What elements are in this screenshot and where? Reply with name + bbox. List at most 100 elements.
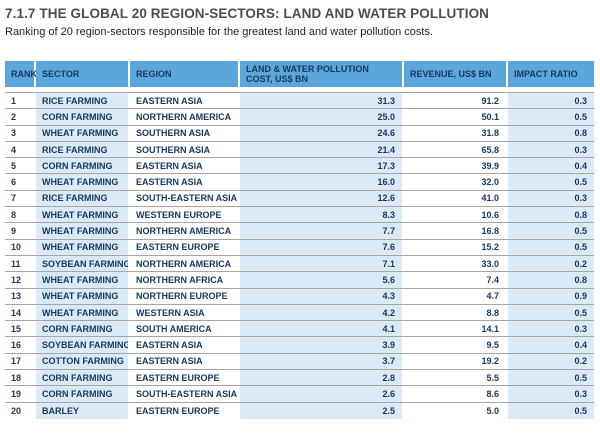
table-row: 8 WHEAT FARMING WESTERN EUROPE 8.3 10.6 0.8 (5, 207, 594, 224)
cell-revenue: 15.2 (481, 242, 499, 253)
cell-region: NORTHERN AMERICA (136, 111, 232, 122)
cell-revenue: 8.8 (486, 307, 499, 318)
cell-sector: WHEAT FARMING (36, 125, 128, 141)
cell-sector: BARLEY (36, 402, 128, 419)
cell-region: EASTERN ASIA (136, 177, 203, 188)
cell-cost: 2.5 (240, 402, 402, 419)
cell-region: SOUTH-EASTERN ASIA (136, 388, 238, 399)
cell-rank: 19 (11, 388, 22, 399)
cell-cost: 16.0 (240, 174, 402, 190)
cell-cost: 17.3 (240, 158, 402, 174)
cell-sector: WHEAT FARMING (36, 223, 128, 239)
cell-rank: 4 (11, 144, 17, 155)
table-row: 20 BARLEY EASTERN EUROPE 2.5 5.0 0.5 (5, 402, 594, 419)
cell-ratio: 0.5 (508, 370, 594, 386)
cell-revenue: 5.0 (486, 405, 499, 416)
table-row: 7 RICE FARMING SOUTH-EASTERN ASIA 12.6 41.0 0… (5, 190, 594, 208)
cell-region: EASTERN EUROPE (136, 405, 220, 416)
cell-revenue: 5.5 (486, 372, 499, 383)
cell-rank: 13 (11, 291, 22, 302)
cell-rank: 16 (11, 340, 22, 351)
cell-revenue: 32.0 (481, 177, 499, 188)
table-row: 15 CORN FARMING SOUTH AMERICA 4.1 14.1 0.3 (5, 321, 594, 338)
table-body: 1 RICE FARMING EASTERN ASIA 31.3 91.2 0.3 2 COR… (5, 92, 594, 419)
cell-region: NORTHERN AMERICA (136, 258, 232, 269)
cell-revenue: 8.6 (486, 388, 499, 399)
cell-cost: 25.0 (240, 109, 402, 125)
cell-cost: 7.6 (240, 239, 402, 255)
cell-rank: 9 (11, 226, 17, 237)
cell-sector: SOYBEAN FARMING (36, 255, 128, 272)
cell-sector: RICE FARMING (36, 190, 128, 207)
table-row: 4 RICE FARMING SOUTHERN ASIA 21.4 65.8 0.3 (5, 141, 594, 159)
table-row: 5 CORN FARMING EASTERN ASIA 17.3 39.9 0.4 (5, 158, 594, 175)
table-row: 1 RICE FARMING EASTERN ASIA 31.3 91.2 0.3 (5, 93, 594, 110)
table-row: 9 WHEAT FARMING NORTHERN AMERICA 7.7 16.8 0.5 (5, 223, 594, 240)
cell-region: EASTERN ASIA (136, 356, 203, 367)
cell-region: WESTERN EUROPE (136, 209, 222, 220)
table-row: 14 WHEAT FARMING WESTERN ASIA 4.2 8.8 0.5 (5, 304, 594, 322)
pollution-ranking-table: RANK SECTOR REGION LAND & WATER POLLUTIO… (5, 61, 594, 419)
cell-rank: 10 (11, 242, 22, 253)
cell-sector: WHEAT FARMING (36, 272, 128, 288)
cell-cost: 21.4 (240, 141, 402, 158)
cell-ratio: 0.3 (508, 141, 594, 158)
cell-cost: 5.6 (240, 272, 402, 288)
column-header-sector: SECTOR (36, 61, 128, 87)
cell-ratio: 0.3 (508, 93, 594, 109)
cell-region: EASTERN EUROPE (136, 242, 220, 253)
cell-ratio: 0.2 (508, 353, 594, 370)
cell-region: WESTERN ASIA (136, 307, 205, 318)
cell-region: NORTHERN AFRICA (136, 274, 224, 285)
cell-ratio: 0.5 (508, 174, 594, 190)
table-row: 3 WHEAT FARMING SOUTHERN ASIA 24.6 31.8 0.8 (5, 125, 594, 142)
column-header-impact-ratio: IMPACT RATIO (508, 61, 594, 87)
cell-region: EASTERN EUROPE (136, 372, 220, 383)
cell-revenue: 7.4 (486, 274, 499, 285)
cell-ratio: 0.5 (508, 304, 594, 321)
cell-rank: 11 (11, 258, 21, 269)
cell-revenue: 33.0 (481, 258, 499, 269)
cell-rank: 14 (11, 307, 22, 318)
cell-sector: WHEAT FARMING (36, 174, 128, 190)
cell-ratio: 0.2 (508, 255, 594, 272)
cell-revenue: 41.0 (481, 193, 499, 204)
table-row: 13 WHEAT FARMING NORTHERN EUROPE 4.3 4.7 0.9 (5, 288, 594, 305)
cell-sector: CORN FARMING (36, 386, 128, 402)
cell-cost: 31.3 (240, 93, 402, 109)
cell-cost: 2.8 (240, 370, 402, 386)
cell-region: NORTHERN AMERICA (136, 226, 232, 237)
cell-cost: 7.7 (240, 223, 402, 239)
cell-rank: 1 (11, 95, 17, 106)
cell-ratio: 0.8 (508, 272, 594, 288)
cell-rank: 15 (11, 323, 22, 334)
cell-revenue: 19.2 (481, 356, 499, 367)
cell-sector: WHEAT FARMING (36, 304, 128, 321)
cell-ratio: 0.9 (508, 288, 594, 304)
cell-cost: 4.3 (240, 288, 402, 304)
cell-revenue: 4.7 (486, 291, 499, 302)
cell-rank: 7 (11, 193, 17, 204)
column-header-revenue: REVENUE, US$ BN (404, 61, 506, 87)
cell-ratio: 0.3 (508, 321, 594, 337)
cell-region: SOUTH AMERICA (136, 323, 212, 334)
cell-sector: SOYBEAN FARMING (36, 337, 128, 353)
cell-sector: RICE FARMING (36, 93, 128, 109)
table-row: 10 WHEAT FARMING EASTERN EUROPE 7.6 15.2 0.5 (5, 239, 594, 256)
cell-revenue: 31.8 (481, 128, 499, 139)
cell-region: SOUTHERN ASIA (136, 128, 211, 139)
page-title: 7.1.7 THE GLOBAL 20 REGION-SECTORS: LAND… (5, 6, 490, 21)
cell-rank: 5 (11, 160, 17, 171)
cell-region: SOUTHERN ASIA (136, 144, 211, 155)
cell-cost: 24.6 (240, 125, 402, 141)
cell-region: EASTERN ASIA (136, 340, 203, 351)
cell-ratio: 0.8 (508, 125, 594, 141)
cell-sector: RICE FARMING (36, 141, 128, 158)
cell-rank: 8 (11, 209, 17, 220)
cell-rank: 20 (11, 405, 22, 416)
cell-revenue: 10.6 (481, 209, 499, 220)
cell-sector: CORN FARMING (36, 321, 128, 337)
cell-cost: 3.7 (240, 353, 402, 370)
cell-cost: 4.1 (240, 321, 402, 337)
cell-sector: WHEAT FARMING (36, 207, 128, 223)
